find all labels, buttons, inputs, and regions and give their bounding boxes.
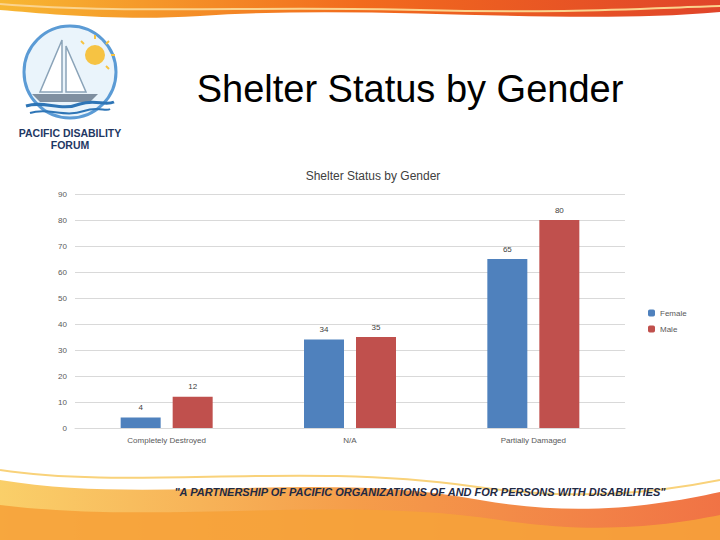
svg-text:50: 50 bbox=[58, 294, 67, 303]
svg-text:Male: Male bbox=[660, 325, 678, 334]
svg-text:34: 34 bbox=[320, 325, 329, 334]
svg-text:70: 70 bbox=[58, 242, 67, 251]
svg-text:35: 35 bbox=[372, 323, 381, 332]
svg-text:4: 4 bbox=[138, 403, 143, 412]
svg-text:0: 0 bbox=[63, 424, 68, 433]
svg-text:80: 80 bbox=[58, 216, 67, 225]
svg-text:30: 30 bbox=[58, 346, 67, 355]
html-text:PACIFIC DISABILITY FORUM: PACIFIC DISABILITY FORUM bbox=[18, 127, 122, 151]
svg-text:60: 60 bbox=[58, 268, 67, 277]
svg-text:Female: Female bbox=[660, 309, 687, 318]
svg-text:40: 40 bbox=[58, 320, 67, 329]
svg-text:90: 90 bbox=[58, 190, 67, 199]
svg-text:65: 65 bbox=[503, 245, 512, 254]
svg-text:Partially Damaged: Partially Damaged bbox=[501, 436, 566, 445]
svg-text:10: 10 bbox=[58, 398, 67, 407]
svg-text:80: 80 bbox=[555, 206, 564, 215]
svg-text:20: 20 bbox=[58, 372, 67, 381]
svg-text:Completely Destroyed: Completely Destroyed bbox=[127, 436, 206, 445]
html-text:Shelter Status by Gender: Shelter Status by Gender bbox=[196, 68, 624, 110]
svg-text:Shelter Status by Gender: Shelter Status by Gender bbox=[306, 169, 441, 183]
svg-text:N/A: N/A bbox=[343, 436, 357, 445]
svg-text:12: 12 bbox=[188, 382, 197, 391]
html-text:"A PARTNERSHIP OF PACIFIC ORGA: "A PARTNERSHIP OF PACIFIC ORGANIZATIONS … bbox=[174, 486, 666, 498]
